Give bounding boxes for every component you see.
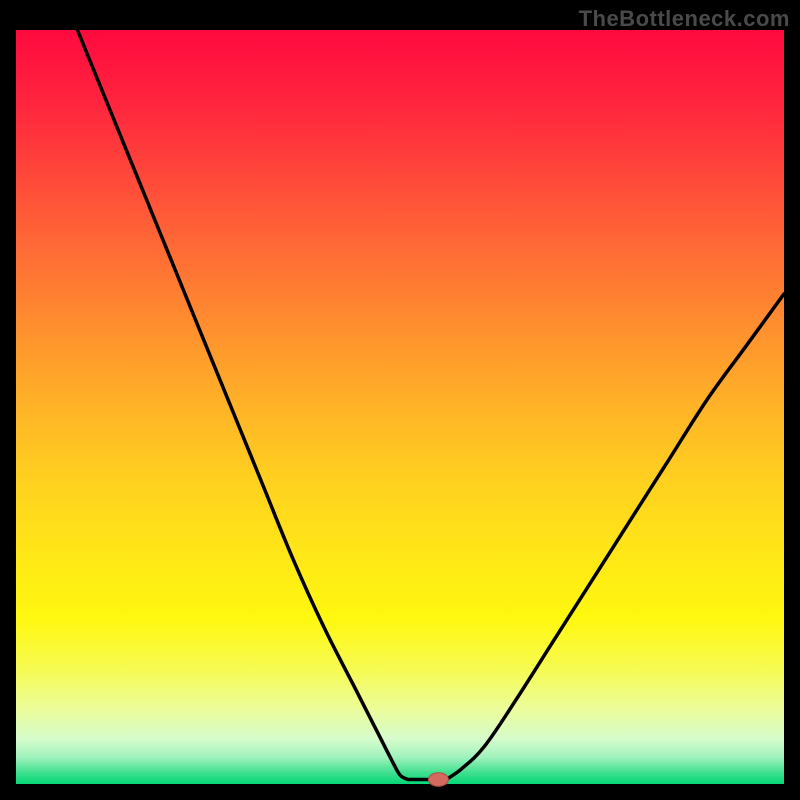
- watermark-text: TheBottleneck.com: [579, 6, 790, 32]
- plot-background: [16, 30, 784, 784]
- chart-container: TheBottleneck.com: [0, 0, 800, 800]
- bottleneck-chart: [0, 0, 800, 800]
- minimum-marker: [428, 773, 448, 787]
